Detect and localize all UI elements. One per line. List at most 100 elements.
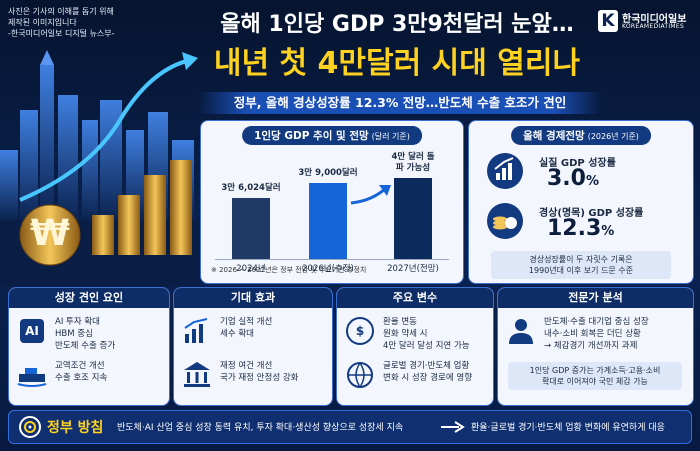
note-line: 경상성장률이 두 자릿수 기록은 <box>529 255 633 264</box>
title-note: (2026년 기준) <box>587 132 639 141</box>
item-line: 원화 약세 시 <box>383 329 428 339</box>
value: 3.0 <box>547 166 586 191</box>
title-note: (달러 기준) <box>371 132 410 141</box>
unit: % <box>585 174 600 189</box>
notice-line: -한국미디어일보 디지털 뉴스부- <box>8 29 115 38</box>
footnote: ※ 2026 ~ 2027년은 정부 전망 및 주요기관 추정치 <box>211 266 367 274</box>
item-line: 교역조건 개선 <box>55 361 105 371</box>
icon <box>347 362 373 389</box>
policy-label: 정부 방침 <box>47 420 104 436</box>
icon <box>17 368 47 387</box>
icon <box>346 317 374 345</box>
item-line: 내수·소비 회복은 더딘 상황 <box>544 329 641 339</box>
section-title: 주요 변수 <box>337 288 493 308</box>
item-line: 반도체 수출 증가 <box>55 341 116 351</box>
item-line: 기업 실적 개선 <box>220 317 273 327</box>
notice-line: 제작된 이미지입니다 <box>8 18 77 27</box>
item-line: HBM 중심 <box>55 329 93 339</box>
logo-mark: K <box>598 10 618 32</box>
x-tick-label: 2024년 <box>236 264 266 274</box>
gdp-panel: 1인당 GDP 추이 및 전망 (달러 기준) ※ 2026 ~ 2027년은 정… <box>200 120 464 284</box>
outlook-panel: 올해 경제전망 (2026년 기준) 실질 GDP 성장률 3.0% 경상(명목) G… <box>468 120 694 284</box>
bar <box>309 183 347 259</box>
icon <box>20 319 44 343</box>
panel-title: 올해 경제전망 (2026년 기준) <box>511 126 651 145</box>
icon-text: AI <box>25 324 39 338</box>
note: 경상성장률이 두 자릿수 기록은 1990년대 이후 보기 드문 수준 <box>491 251 671 279</box>
value: 12.3 <box>547 216 602 241</box>
policy-text: 반도체·AI 산업 중심 성장 동력 유치, 투자 확대·생산성 향상으로 성장… <box>117 423 404 433</box>
item-text: 교역조건 개선 수출 호조 지속 <box>55 360 107 384</box>
bar <box>394 178 432 259</box>
value-label: 4만 달러 돌파 가능성 <box>391 152 435 174</box>
note-line: 1인당 GDP 증가는 가계소득·고용·소비 <box>529 366 661 375</box>
note-line: 확대로 이어져야 국민 체감 가능 <box>542 377 648 386</box>
icon <box>494 157 514 180</box>
headline: 올해 1인당 GDP 3만9천달러 눈앞… <box>220 12 574 37</box>
subtitle: 정부, 올해 경상성장률 12.3% 전망…반도체 수출 호조가 견인 <box>198 92 602 114</box>
item-line: 반도체·수출 대기업 중심 성장 <box>544 317 649 327</box>
baseline <box>215 259 449 260</box>
hero-illustration <box>0 50 200 286</box>
section-title: 기대 효과 <box>174 288 332 308</box>
section-title: 성장 견인 요인 <box>9 288 169 308</box>
item-line: 국가 재정 안정성 강화 <box>220 373 299 383</box>
item-line: 환율 변동 <box>383 317 417 327</box>
panel-title: 1인당 GDP 추이 및 전망 (달러 기준) <box>242 126 422 145</box>
outlook-label: 실질 GDP 성장률 <box>539 158 616 169</box>
item-line: AI 투자 확대 <box>55 317 101 327</box>
arrow <box>441 421 465 433</box>
item-line: 4만 달러 달성 지연 가능 <box>383 341 470 351</box>
item-line: 세수 확대 <box>220 329 254 339</box>
outlook-label: 경상(명목) GDP 성장률 <box>539 208 644 219</box>
item: 글로벌 경기·반도체 업황 변화 시 성장 경로에 영향 <box>345 360 489 400</box>
title-text: 올해 경제전망 <box>523 130 585 142</box>
policy-result: 환율·글로벌 경기·반도체 업황 변화에 유연하게 대응 <box>471 423 665 433</box>
policy-bar: 정부 방침 반도체·AI 산업 중심 성장 동력 유치, 투자 확대·생산성 향… <box>8 410 692 444</box>
item-line: 재정 여건 개선 <box>220 361 273 371</box>
item-line: 변화 시 성장 경로에 영향 <box>383 373 473 383</box>
value-label: 3만 6,024달러 <box>221 183 281 194</box>
outlook-icon <box>487 153 523 189</box>
outlook-value: 12.3% <box>547 216 614 241</box>
trend-arrow <box>350 185 391 205</box>
x-tick-label: 2026년(추정) <box>302 264 354 274</box>
value-label: 3만 9,000달러 <box>298 168 358 179</box>
outlook-value: 3.0% <box>547 166 599 191</box>
icon-text: $ <box>355 324 365 338</box>
item-text: 글로벌 경기·반도체 업황 변화 시 성장 경로에 영향 <box>383 360 472 384</box>
item-line: → 체감경기 개선까지 과제 <box>544 341 638 351</box>
unit: % <box>601 224 615 239</box>
section-title: 전문가 분석 <box>498 288 693 308</box>
icon <box>509 319 533 344</box>
item: 교역조건 개선 수출 호조 지속 <box>17 360 165 400</box>
note-line: 1990년대 이후 보기 드문 수준 <box>528 266 634 275</box>
notice-line: 사진은 기사의 이해를 돕기 위해 <box>8 7 114 16</box>
logo-name-en: KOREAMEDIATIMES <box>622 23 685 30</box>
outlook-icon <box>487 203 523 239</box>
icon <box>184 362 210 387</box>
hero-symbol: ₩ <box>30 213 70 254</box>
bar <box>232 198 270 259</box>
icon <box>184 318 208 343</box>
x-tick-label: 2027년(전망) <box>387 264 439 274</box>
target-icon <box>19 416 41 438</box>
title-text: 1인당 GDP 추이 및 전망 <box>254 130 369 142</box>
